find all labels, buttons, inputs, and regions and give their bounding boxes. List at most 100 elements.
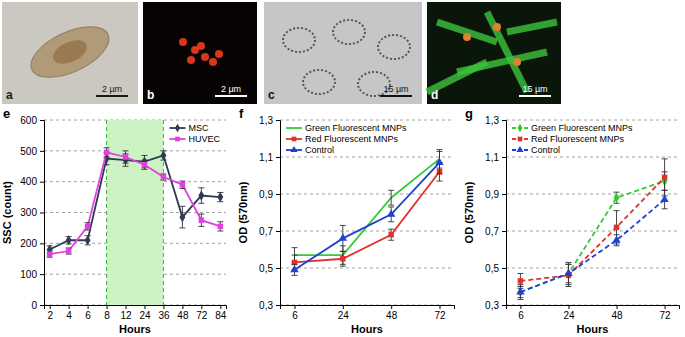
marker <box>179 212 185 222</box>
y-tick-label: 400 <box>20 176 37 187</box>
legend-label: Red Fluorescent MNPs <box>305 134 399 144</box>
grid-line <box>506 120 679 121</box>
y-tick: 500 <box>20 146 44 157</box>
y-tick-mark <box>502 157 506 158</box>
chart: 62448720,30,50,70,91,11,3Green Fluoresce… <box>463 106 680 335</box>
marker <box>290 265 298 272</box>
y-tick-mark <box>276 268 280 269</box>
plot-area: 24681224364872840100200300400500600MSCHU… <box>20 115 226 321</box>
scale-bar <box>519 95 551 97</box>
x-tick-label: 48 <box>386 310 398 321</box>
legend-marker <box>175 124 180 133</box>
marker <box>66 235 72 245</box>
x-tick-label: 48 <box>611 310 623 321</box>
x-tick-mark <box>440 305 441 309</box>
y-axis-line <box>40 121 45 306</box>
x-axis-title: Hours <box>119 323 151 335</box>
y-tick: 0,9 <box>485 189 506 200</box>
marker <box>388 232 393 237</box>
x-tick: 72 <box>196 305 208 321</box>
y-tick-label: 200 <box>20 238 37 249</box>
x-axis-line <box>281 306 455 310</box>
x-axis-title: Hours <box>351 323 383 335</box>
error-bar <box>179 181 185 188</box>
y-axis-title: OD (570nm) <box>237 181 249 243</box>
marker <box>340 256 345 261</box>
fluorescent-spot <box>463 33 471 41</box>
y-tick-mark <box>502 305 506 306</box>
fluorescent-spot <box>197 42 205 50</box>
y-axis: 0100200300400500600 <box>20 115 44 311</box>
y-tick-label: 0,3 <box>259 300 273 311</box>
x-tick: 24 <box>563 305 575 321</box>
y-tick: 0,9 <box>259 189 280 200</box>
nucleus <box>49 35 90 68</box>
legend-label: Control <box>531 145 560 155</box>
plot-area: 62448720,30,50,70,91,11,3Green Fluoresce… <box>259 115 454 321</box>
legend-label: Control <box>305 145 334 155</box>
marker <box>85 235 91 245</box>
y-tick-label: 0,7 <box>485 226 499 237</box>
x-tick: 24 <box>338 305 350 321</box>
error-bar <box>66 248 72 254</box>
y-tick: 1,3 <box>485 115 506 126</box>
grid-line <box>506 157 679 158</box>
x-tick-label: 6 <box>292 310 298 321</box>
y-tick-mark <box>40 120 44 121</box>
marker <box>160 150 166 160</box>
x-tick-label: 84 <box>215 310 227 321</box>
x-axis: 2468122436487284 <box>45 305 227 321</box>
fluorescent-spot <box>209 58 217 66</box>
grid-line <box>280 120 454 121</box>
x-tick-label: 6 <box>518 310 524 321</box>
error-bar <box>217 222 223 231</box>
x-tick-label: 72 <box>660 310 672 321</box>
x-tick: 24 <box>139 305 151 321</box>
x-tick: 72 <box>434 305 446 321</box>
y-tick-label: 500 <box>20 146 37 157</box>
series-line <box>50 155 221 249</box>
x-tick-label: 72 <box>434 310 446 321</box>
error-bar <box>340 251 346 266</box>
marker <box>47 251 52 256</box>
x-tick-mark <box>343 305 344 309</box>
x-tick-label: 24 <box>139 310 151 321</box>
image-panel: 2 µma <box>2 2 138 104</box>
marker <box>180 182 185 187</box>
y-tick-mark <box>502 231 506 232</box>
grid <box>506 120 679 305</box>
panel-label: g <box>465 106 473 121</box>
scale-bar <box>96 95 128 97</box>
image-background <box>2 2 138 104</box>
error-bar <box>217 192 223 201</box>
legend-item: Control <box>286 145 334 155</box>
cell <box>303 70 335 94</box>
fluorescent-spot <box>187 56 195 64</box>
legend-item: Green Fluorescent MNPs <box>512 123 633 133</box>
legend-marker <box>518 137 523 142</box>
legend: Green Fluorescent MNPsRed Fluorescent MN… <box>512 123 633 155</box>
x-tick-mark <box>144 305 145 309</box>
x-tick-label: 2 <box>47 310 53 321</box>
scale-bar-label: 2 µm <box>102 84 122 94</box>
y-tick: 200 <box>20 238 44 249</box>
x-tick-mark <box>50 305 51 309</box>
legend-marker <box>516 146 523 152</box>
marker <box>199 217 204 222</box>
fluorescent-spot <box>201 53 209 61</box>
x-axis-line <box>507 306 680 310</box>
y-tick-mark <box>276 231 280 232</box>
legend: MSCHUVEC <box>169 123 220 144</box>
y-tick-label: 300 <box>20 207 37 218</box>
x-tick: 2 <box>47 305 53 321</box>
marker <box>662 175 667 180</box>
x-tick-mark <box>107 305 108 309</box>
plot-area: 62448720,30,50,70,91,11,3Green Fluoresce… <box>485 115 679 321</box>
y-tick-mark <box>40 182 44 183</box>
x-tick-label: 6 <box>85 310 91 321</box>
x-tick: 6 <box>292 305 298 321</box>
marker <box>516 287 524 294</box>
x-tick: 72 <box>660 305 672 321</box>
cell <box>283 28 315 52</box>
scale-bar-label: 15 µm <box>383 84 408 94</box>
